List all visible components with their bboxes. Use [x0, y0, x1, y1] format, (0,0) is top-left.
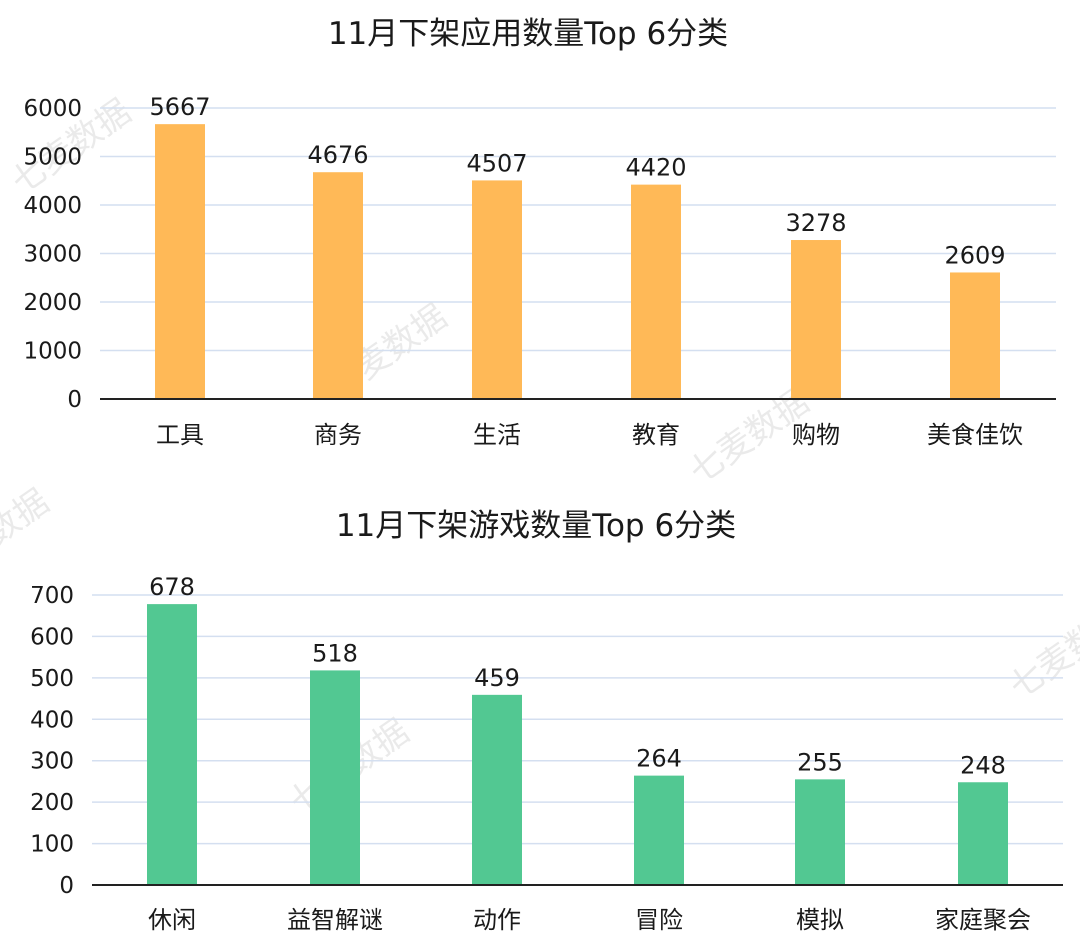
- games-data-label: 678: [149, 573, 195, 601]
- apps-gridlines: [100, 107, 1056, 352]
- games-category-label: 益智解谜: [287, 906, 383, 934]
- games-bar: [795, 779, 845, 885]
- apps-data-label: 3278: [785, 209, 846, 237]
- apps-y-tick-label: 2000: [23, 290, 82, 316]
- games-category-label: 家庭聚会: [935, 906, 1031, 934]
- games-bar: [310, 670, 360, 885]
- apps-category-labels: 工具 商务 生活 教育 购物 美食佳饮: [156, 421, 1023, 449]
- apps-data-label: 4420: [625, 154, 686, 182]
- games-bar: [958, 782, 1008, 885]
- apps-y-tick-label: 6000: [23, 96, 82, 122]
- watermark: 七麦数据: [0, 482, 57, 593]
- apps-chart-title: 11月下架应用数量Top 6分类: [328, 16, 728, 52]
- games-bars: [147, 604, 1008, 885]
- apps-bar: [950, 272, 1000, 399]
- apps-data-label: 4676: [307, 141, 368, 169]
- apps-category-label: 工具: [156, 421, 204, 449]
- games-y-tick-label: 300: [30, 749, 74, 775]
- apps-y-ticks: 0 1000 2000 3000 4000 5000 6000: [23, 96, 82, 413]
- apps-y-tick-label: 3000: [23, 242, 82, 268]
- apps-bar: [472, 180, 522, 399]
- games-bar: [634, 775, 684, 885]
- games-y-tick-label: 700: [30, 583, 74, 609]
- games-data-label: 459: [474, 664, 520, 692]
- games-y-tick-label: 200: [30, 790, 74, 816]
- games-y-tick-label: 0: [59, 873, 74, 899]
- apps-y-tick-label: 0: [67, 387, 82, 413]
- games-category-label: 冒险: [635, 906, 683, 934]
- apps-bar: [791, 240, 841, 399]
- games-data-label: 248: [960, 751, 1006, 779]
- games-category-labels: 休闲 益智解谜 动作 冒险 模拟 家庭聚会: [148, 906, 1031, 934]
- games-category-label: 模拟: [796, 906, 844, 934]
- games-bar: [147, 604, 197, 885]
- apps-data-labels: 5667 4676 4507 4420 3278 2609: [149, 93, 1005, 269]
- apps-category-label: 商务: [314, 421, 362, 449]
- games-chart: 11月下架游戏数量Top 6分类 0100200300400500600700 …: [30, 508, 1063, 934]
- games-category-label: 休闲: [148, 906, 196, 934]
- games-y-tick-label: 500: [30, 666, 74, 692]
- games-data-label: 255: [797, 748, 843, 776]
- apps-chart: 11月下架应用数量Top 6分类 0 1000 2000 3000 4000 5000 60…: [23, 16, 1056, 449]
- games-chart-title: 11月下架游戏数量Top 6分类: [336, 508, 736, 544]
- games-y-tick-label: 100: [30, 832, 74, 858]
- apps-data-label: 4507: [466, 149, 527, 177]
- apps-bars: [155, 124, 1000, 399]
- games-category-label: 动作: [473, 906, 521, 934]
- apps-y-tick-label: 4000: [23, 193, 82, 219]
- apps-category-label: 美食佳饮: [927, 421, 1023, 449]
- games-bar: [472, 694, 522, 885]
- games-y-ticks: 0 100 200 300 400 500 600 700: [30, 583, 74, 899]
- games-y-tick-label: 400: [30, 707, 74, 733]
- apps-category-label: 生活: [473, 421, 521, 449]
- games-y-tick-label: 600: [30, 624, 74, 650]
- apps-data-label: 2609: [944, 241, 1005, 269]
- apps-y-tick-label: 5000: [23, 145, 82, 171]
- games-data-label: 518: [312, 639, 358, 667]
- games-gridlines: [92, 594, 1063, 845]
- games-data-labels: 678 518 459 264 255 248: [149, 573, 1006, 779]
- apps-bar: [631, 184, 681, 399]
- apps-data-label: 5667: [149, 93, 210, 121]
- apps-category-label: 教育: [632, 421, 680, 449]
- apps-category-label: 购物: [792, 421, 840, 449]
- apps-bar: [313, 172, 363, 399]
- apps-bar: [155, 124, 205, 399]
- apps-y-tick-label: 1000: [23, 339, 82, 365]
- games-data-label: 264: [636, 745, 682, 773]
- watermark: 七麦数据: [1002, 597, 1080, 708]
